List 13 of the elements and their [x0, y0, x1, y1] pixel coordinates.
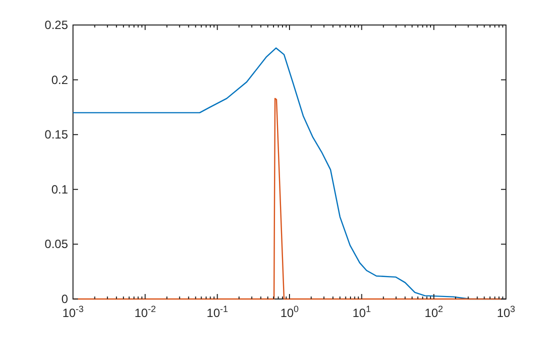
x-tick-label: 10$^{1}$	[352, 304, 371, 320]
y-tick-label: 0.2	[51, 72, 68, 87]
y-tick-label: 0.05	[44, 237, 68, 252]
x-tick-label: 10$^{3}$	[496, 304, 516, 320]
y-tick-label: 0.15	[44, 128, 68, 142]
y-tick-label: 0.1	[51, 182, 68, 196]
x-tick-label: 10$^{-2}$	[134, 304, 156, 320]
x-tick-label: 10$^{-3}$	[62, 304, 84, 320]
y-tick-label: 0.25	[44, 18, 68, 32]
x-tick-label: 10$^{2}$	[424, 304, 444, 320]
y-tick-label: 0	[61, 292, 68, 306]
x-tick-label: 10$^{0}$	[280, 304, 299, 320]
x-tick-label: 10$^{-1}$	[206, 304, 228, 320]
